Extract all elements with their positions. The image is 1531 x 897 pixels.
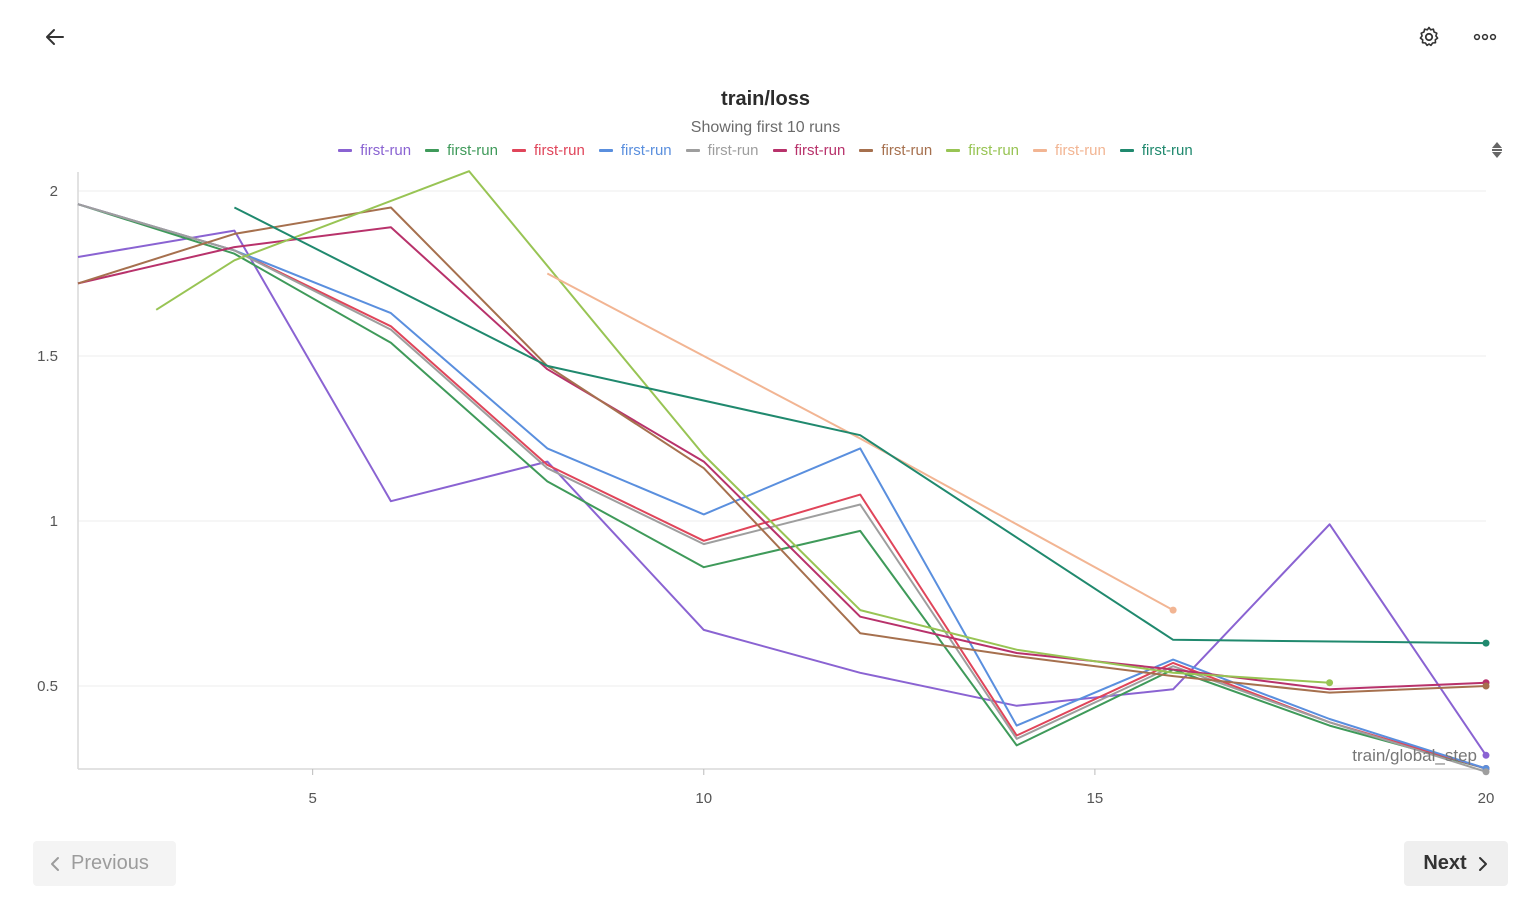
gear-icon [1419,26,1439,47]
y-tick-label: 2 [50,183,58,200]
series-line [77,203,1487,773]
series-line [233,206,1487,645]
legend-label: first-run [533,141,585,159]
more-options-button[interactable] [1467,19,1503,55]
series-end-point [1169,606,1177,614]
next-label: Next [1423,852,1467,874]
legend-swatch [425,148,440,152]
chart-subtitle: Showing first 10 runs [690,119,841,136]
legend-label: first-run [1141,141,1193,159]
legend-item[interactable]: first-run [1119,140,1193,160]
legend-label: first-run [707,141,759,159]
x-tick-label: 15 [1087,790,1104,807]
series-line [77,203,1487,770]
x-tick-label: 5 [308,790,316,807]
series-end-point [1482,639,1490,647]
legend-item[interactable]: first-run [685,140,759,160]
settings-button[interactable] [1411,19,1447,55]
previous-label: Previous [71,852,149,874]
next-button[interactable]: Next [1404,841,1508,886]
series-line [77,203,1487,770]
x-axis-title: train/global_step [1352,746,1477,765]
legend-label: first-run [881,141,933,159]
series-line [546,272,1174,611]
legend-swatch [1119,148,1134,152]
previous-button[interactable]: Previous [33,841,176,886]
chevron-right-icon [1478,856,1487,871]
legend-swatch [946,148,961,152]
series-end-point [1482,768,1490,776]
series-line [77,226,1487,691]
legend-label: first-run [620,141,672,159]
legend-item[interactable]: first-run [772,140,846,160]
legend-swatch [772,148,787,152]
legend-item[interactable]: first-run [946,140,1019,160]
series-line [77,206,1487,694]
series-end-point [1326,679,1334,687]
series-line [77,203,1487,770]
y-tick-label: 1.5 [37,348,58,365]
y-tick-label: 1 [50,513,58,530]
back-button[interactable] [37,19,73,55]
legend-label: first-run [968,141,1020,159]
y-tick-label: 0.5 [37,678,58,695]
legend-swatch [511,148,526,152]
legend-label: first-run [447,141,498,159]
legend-label: first-run [794,141,846,159]
legend-swatch [598,148,613,152]
legend-swatch [859,148,874,152]
legend-swatch [1033,148,1048,152]
x-tick-label: 10 [695,790,712,807]
legend-item[interactable]: first-run [511,140,585,160]
drag-handle-icon [1492,142,1502,158]
legend-swatch [338,148,353,152]
legend-item[interactable]: first-run [425,140,498,160]
x-tick-label: 20 [1478,790,1495,807]
arrow-left-icon [46,29,64,45]
legend-scroll-handle[interactable] [1489,140,1505,160]
legend-item[interactable]: first-run [859,140,932,160]
series-line [155,170,1330,684]
series-end-point [1482,751,1490,759]
chart-legend: first-run first-run first-run first-run firs… [0,140,1531,160]
series-line [77,229,1487,756]
legend-item[interactable]: first-run [598,140,672,160]
series-end-point [1482,682,1490,690]
legend-item[interactable]: first-run [338,140,411,160]
chart-title: train/loss [721,88,810,110]
chevron-left-icon [51,856,59,871]
legend-label: first-run [1055,141,1106,159]
legend-item[interactable]: first-run [1033,140,1106,160]
legend-swatch [685,148,700,152]
more-horizontal-icon [1473,33,1497,41]
legend-label: first-run [360,141,412,159]
